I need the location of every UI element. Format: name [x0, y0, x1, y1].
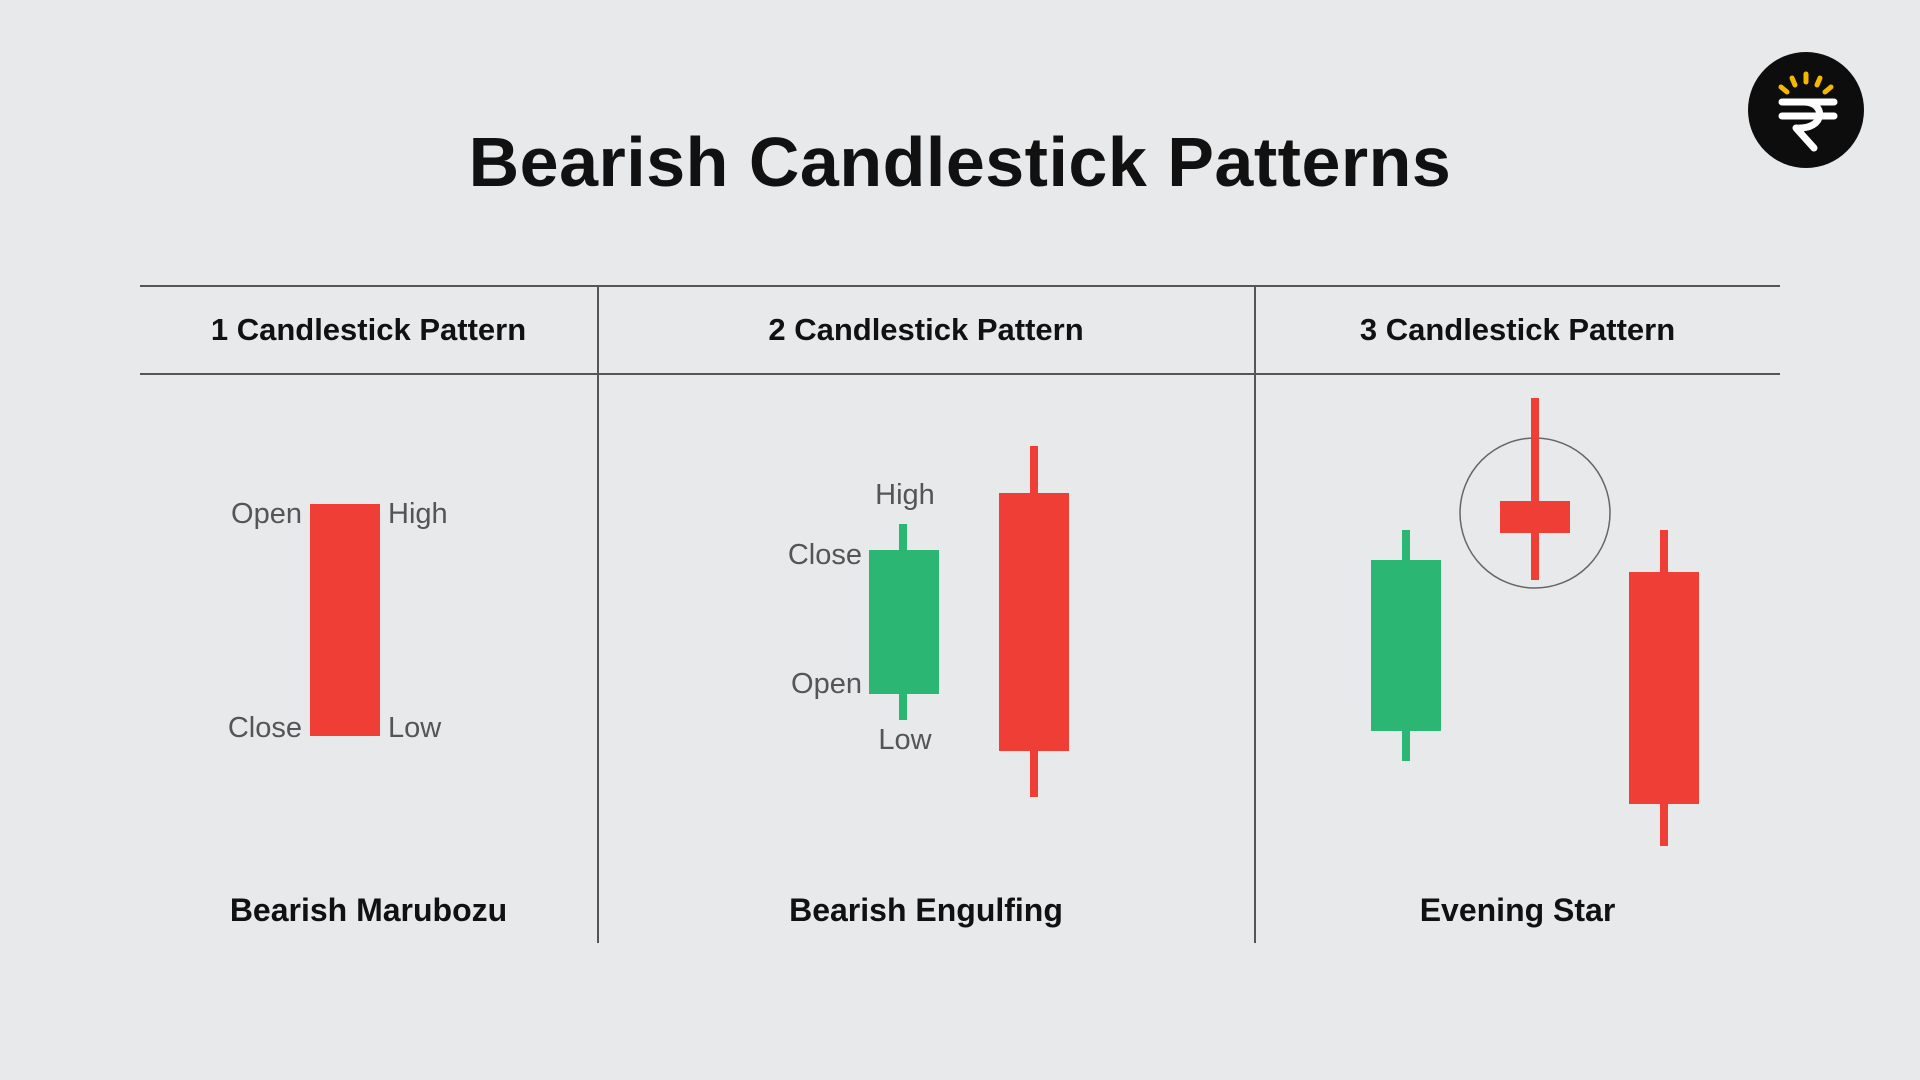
bullish-candle	[869, 550, 939, 694]
column-header-2: 2 Candlestick Pattern	[768, 312, 1084, 347]
star-candle	[1500, 501, 1570, 533]
label-high: High	[388, 498, 448, 530]
label-close: Close	[228, 712, 302, 744]
pattern-name-2: Bearish Engulfing	[789, 892, 1063, 928]
label-open: Open	[791, 668, 862, 700]
page-title: Bearish Candlestick Patterns	[468, 123, 1452, 201]
label-high: High	[875, 479, 935, 511]
table-header-rule	[140, 373, 1780, 375]
bearish-candle	[1629, 572, 1699, 804]
column-divider	[597, 286, 599, 943]
marubozu-group: Open High Close Low	[228, 498, 448, 744]
marubozu-candle	[310, 504, 380, 736]
evening-star-group	[1371, 398, 1699, 846]
label-close: Close	[788, 539, 862, 571]
rupee-sun-logo-icon	[1748, 52, 1864, 168]
table-top-rule	[140, 285, 1780, 287]
engulfing-group: High Close Open Low	[788, 446, 1069, 797]
bearish-candle	[999, 493, 1069, 751]
star-candle-wick	[1531, 398, 1539, 580]
label-low: Low	[388, 712, 442, 744]
label-open: Open	[231, 498, 302, 530]
label-low: Low	[878, 724, 932, 756]
bullish-candle	[1371, 560, 1441, 731]
pattern-name-1: Bearish Marubozu	[229, 892, 508, 928]
pattern-name-3: Evening Star	[1419, 892, 1616, 928]
column-header-1: 1 Candlestick Pattern	[210, 312, 527, 347]
column-header-3: 3 Candlestick Pattern	[1359, 312, 1676, 347]
column-divider	[1254, 286, 1256, 943]
